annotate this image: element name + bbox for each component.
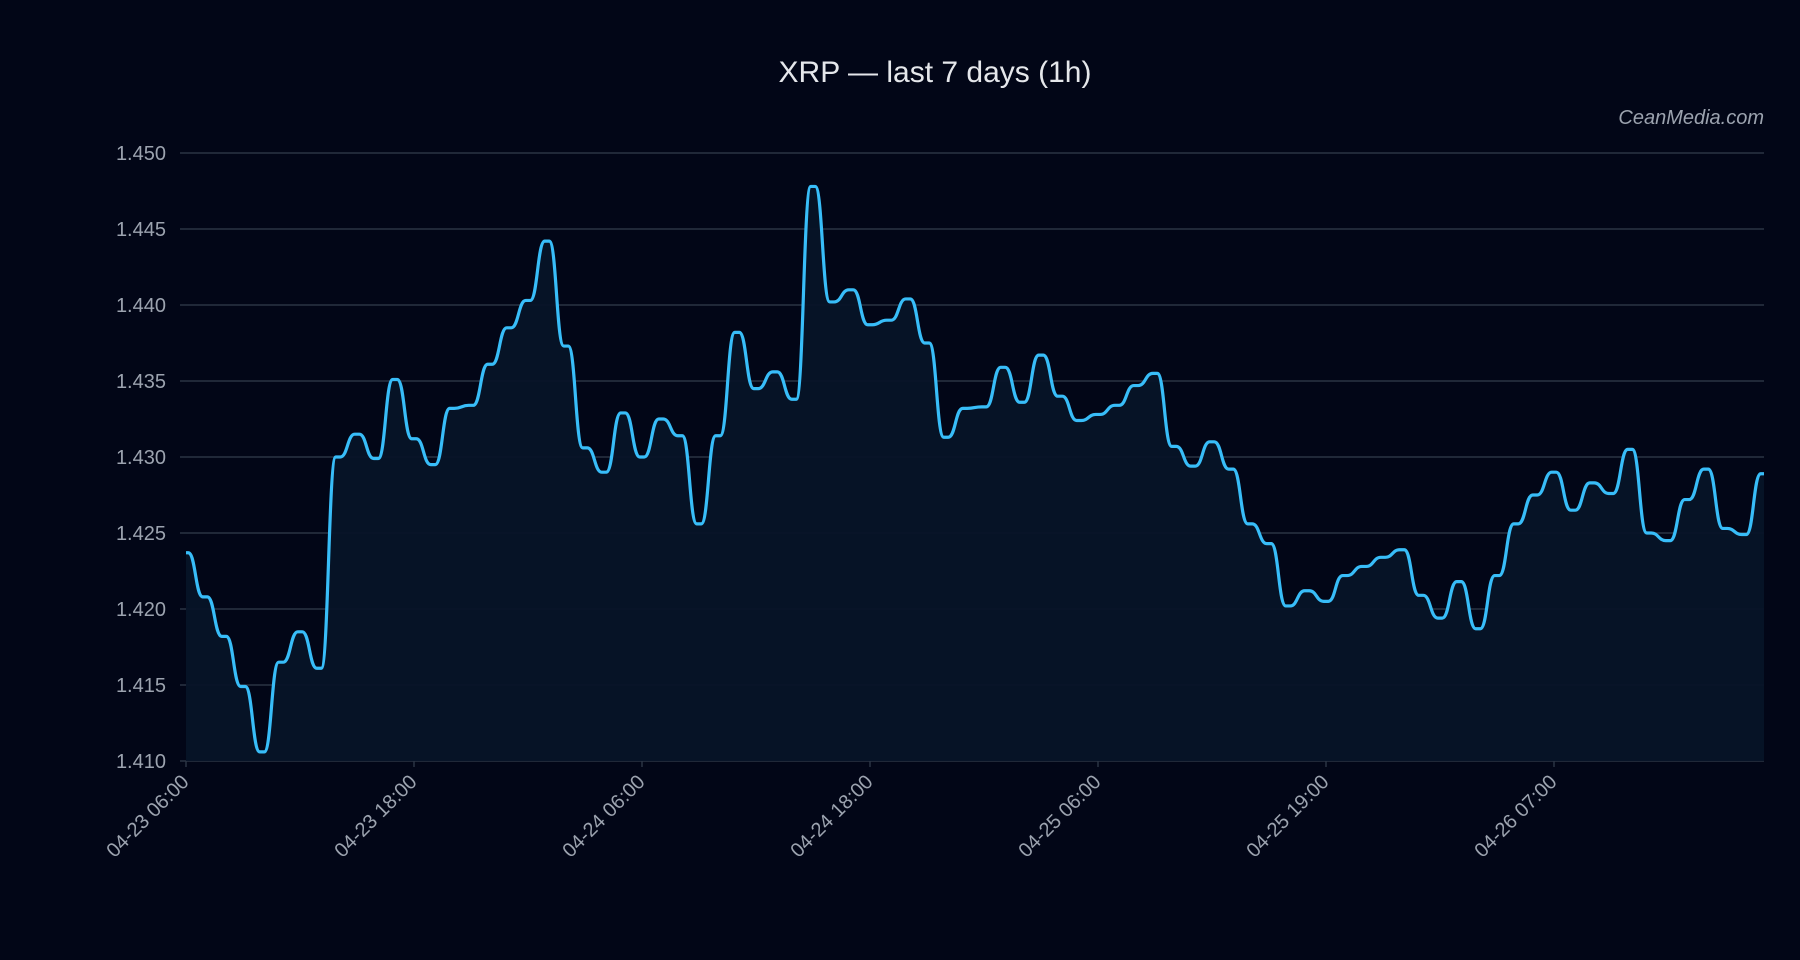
x-tick-label: 04-23 06:00 xyxy=(102,771,193,862)
y-tick-label: 1.440 xyxy=(116,295,166,317)
x-tick-label: 04-24 06:00 xyxy=(558,771,649,862)
x-tick-label: 04-23 18:00 xyxy=(330,771,421,862)
x-tick-label: 04-25 19:00 xyxy=(1242,771,1333,862)
x-tick-label: 04-26 07:00 xyxy=(1470,771,1561,862)
y-tick-label: 1.450 xyxy=(116,143,166,165)
x-tick-label: 04-25 06:00 xyxy=(1014,771,1105,862)
y-tick-label: 1.420 xyxy=(116,599,166,621)
y-tick-label: 1.430 xyxy=(116,447,166,469)
y-tick-label: 1.435 xyxy=(116,371,166,393)
x-tick-label: 04-24 18:00 xyxy=(786,771,877,862)
chart-title: XRP — last 7 days (1h) xyxy=(778,56,1092,89)
y-tick-label: 1.445 xyxy=(116,219,166,241)
y-tick-label: 1.415 xyxy=(116,675,166,697)
y-tick-label: 1.410 xyxy=(116,751,166,773)
y-tick-label: 1.425 xyxy=(116,523,166,545)
price-line xyxy=(186,184,1765,754)
watermark: CeanMedia.com xyxy=(1618,107,1764,129)
area-fill xyxy=(186,186,1764,761)
